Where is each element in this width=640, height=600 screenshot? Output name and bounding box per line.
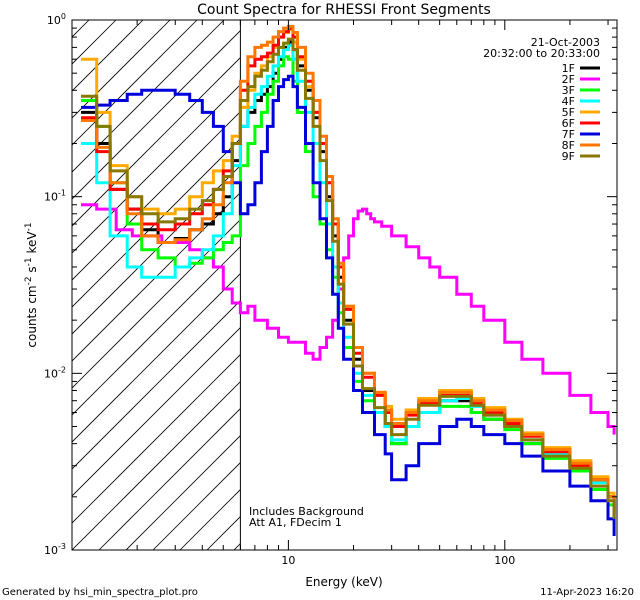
- y-axis-ticks: 100 10-1 10-2 10-3: [44, 12, 617, 557]
- series-line-7f: [81, 74, 616, 536]
- legend-label-4f: 4F: [562, 95, 575, 108]
- series-line-1f: [81, 40, 616, 519]
- hatch-line: [72, 273, 241, 443]
- hatch-line: [72, 300, 241, 470]
- hatch-line: [72, 246, 241, 416]
- hatch-line: [72, 20, 198, 146]
- y-axis-label-exp2: -1: [24, 257, 34, 266]
- series-line-8f: [81, 24, 616, 514]
- y-axis-label-exp3: -1: [24, 222, 34, 231]
- hatch-line: [72, 327, 241, 497]
- hatch-line: [72, 20, 90, 38]
- hatch-line: [72, 138, 241, 308]
- annotation-background: Includes Background: [249, 505, 364, 518]
- x-tick-label: 100: [494, 554, 515, 567]
- chart-title: Count Spectra for RHESSI Front Segments: [197, 2, 491, 18]
- plot-frame: [71, 19, 618, 551]
- footer-generated-by: Generated by hsi_min_spectra_plot.pro: [2, 587, 198, 598]
- hatch-line: [72, 30, 241, 200]
- hatch-line: [72, 111, 241, 281]
- series-lines: [81, 24, 616, 536]
- annotation-attenuator: Att A1, FDecim 1: [249, 516, 342, 529]
- hatch-line: [72, 165, 241, 335]
- x-tick-label: 10: [281, 554, 295, 567]
- hatch-line: [72, 57, 241, 227]
- y-tick-label: 10-3: [44, 542, 66, 557]
- series-line-3f: [81, 55, 616, 519]
- series-line-9f: [81, 37, 616, 519]
- y-axis-label-mid2: keV: [25, 231, 39, 258]
- footer-timestamp: 11-Apr-2023 16:20: [540, 587, 634, 598]
- legend-label-3f: 3F: [562, 84, 575, 97]
- y-axis-label-exp1: -2: [24, 276, 34, 285]
- hatch-line: [72, 20, 225, 173]
- hatch-line: [72, 20, 117, 65]
- time-range-label: 20:32:00 to 20:33:00: [483, 47, 600, 60]
- y-axis-label-mid: s: [25, 266, 39, 276]
- y-axis-label: counts cm-2 s-1 keV-1: [24, 222, 39, 347]
- series-line-5f: [81, 28, 616, 510]
- hatch-line: [72, 354, 241, 524]
- legend-label-9f: 9F: [562, 150, 575, 163]
- below-threshold-hatch: [72, 20, 640, 550]
- hatch-line: [72, 381, 241, 550]
- legend-label-2f: 2F: [562, 73, 575, 86]
- date-label: 21-Oct-2003: [531, 36, 600, 49]
- hatch-line: [98, 408, 241, 550]
- legend-label-1f: 1F: [562, 62, 575, 75]
- y-tick-label: 100: [47, 12, 66, 27]
- legend-label-8f: 8F: [562, 139, 575, 152]
- hatch-line: [72, 219, 241, 389]
- hatch-line: [125, 435, 241, 550]
- y-tick-label: 10-1: [44, 189, 66, 204]
- y-axis-label-base: counts cm: [25, 285, 39, 347]
- legend-label-5f: 5F: [562, 106, 575, 119]
- hatch-line: [72, 84, 241, 254]
- x-axis-label: Energy (keV): [305, 575, 382, 589]
- x-axis-ticks: 10 100: [71, 20, 609, 567]
- legend-label-6f: 6F: [562, 117, 575, 130]
- hatch-line: [396, 20, 640, 550]
- y-tick-label: 10-2: [44, 365, 66, 380]
- legend-label-7f: 7F: [562, 128, 575, 141]
- hatch-line: [72, 192, 241, 362]
